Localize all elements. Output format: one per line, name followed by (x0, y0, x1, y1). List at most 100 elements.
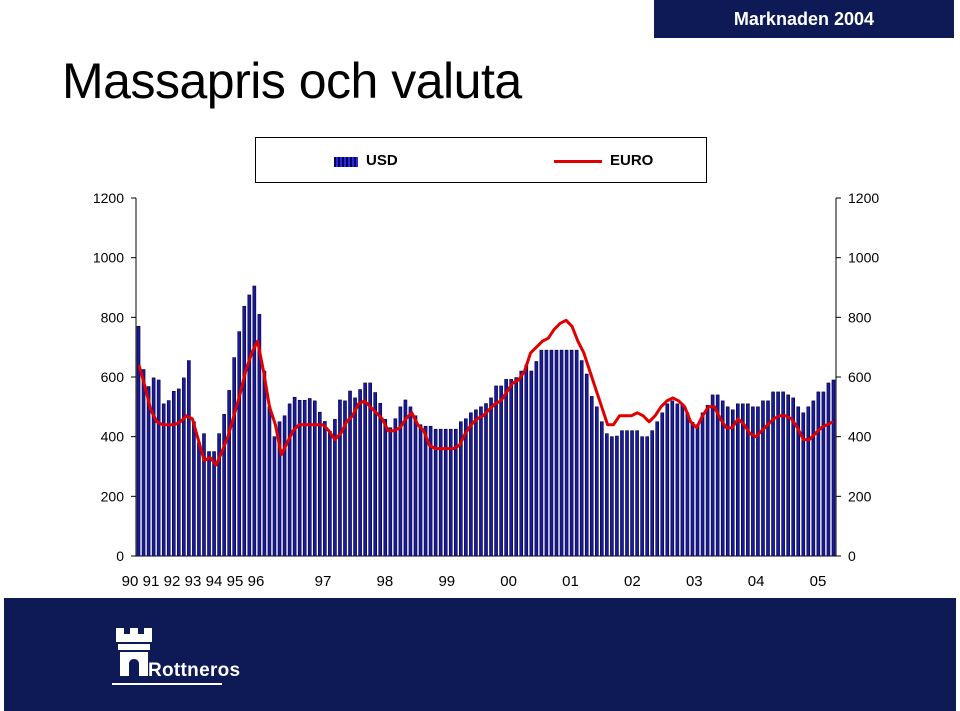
usd-bar (438, 428, 443, 557)
usd-bar (176, 388, 181, 557)
usd-bar (831, 379, 836, 557)
usd-bar (197, 442, 201, 557)
usd-bar (741, 403, 745, 557)
usd-bar (640, 436, 644, 557)
usd-bar (418, 424, 423, 557)
usd-bar (781, 391, 785, 557)
legend-label-usd: USD (366, 152, 398, 169)
x-tick-label: 04 (748, 573, 765, 590)
usd-bar (227, 390, 231, 557)
usd-bar (514, 377, 519, 557)
usd-bar (579, 360, 584, 557)
usd-bar (605, 433, 609, 557)
usd-bar (398, 406, 403, 557)
usd-bar (217, 433, 221, 557)
x-tick-label: 05 (810, 573, 827, 590)
rottneros-logo-icon (116, 628, 152, 676)
x-tick-label: 96 (248, 573, 265, 590)
usd-bar (630, 430, 634, 557)
usd-bar (222, 413, 226, 557)
logo-underline (112, 683, 222, 685)
usd-bar (474, 409, 478, 557)
usd-bar (323, 421, 327, 557)
usd-bar (549, 349, 554, 557)
usd-bar (569, 349, 574, 557)
usd-bar (287, 403, 292, 557)
usd-bar (761, 400, 765, 557)
usd-bar (182, 377, 186, 557)
usd-bar (816, 391, 821, 557)
usd-bar (161, 403, 166, 557)
usd-bar (660, 412, 665, 557)
usd-bar (665, 403, 670, 557)
usd-bar (615, 435, 619, 557)
usd-bar (821, 391, 826, 557)
usd-bar (403, 399, 408, 557)
usd-bar (559, 349, 564, 557)
usd-bar (423, 425, 428, 557)
y-tick-label-left: 0 (116, 548, 124, 564)
usd-bar (589, 396, 594, 557)
usd-bar (136, 325, 141, 557)
legend-swatch-usd (334, 157, 358, 167)
usd-bar (338, 399, 342, 557)
usd-bar (600, 421, 604, 557)
x-tick-label: 92 (164, 573, 181, 590)
usd-bar (504, 379, 508, 557)
usd-bar (756, 406, 760, 557)
y-tick-label-left: 1200 (93, 190, 124, 206)
legend-label-euro: EURO (610, 152, 654, 169)
usd-bar (277, 421, 282, 557)
y-tick-label-right: 200 (848, 488, 872, 504)
usd-bar (685, 412, 690, 557)
usd-bar (393, 418, 398, 557)
usd-bar (725, 406, 730, 557)
usd-bar (448, 428, 453, 557)
x-tick-label: 02 (624, 573, 641, 590)
usd-bar (413, 415, 418, 557)
x-tick-label: 91 (143, 573, 160, 590)
usd-bar (700, 412, 705, 557)
usd-bar (655, 421, 660, 557)
usd-bar (675, 403, 680, 557)
usd-bar (428, 425, 433, 557)
usd-bar (237, 331, 242, 557)
usd-bar (464, 418, 468, 557)
usd-bar (343, 400, 347, 557)
usd-bar (328, 430, 332, 557)
header-badge: Marknaden 2004 (654, 0, 954, 38)
usd-bar (484, 403, 488, 557)
y-tick-label-left: 200 (101, 488, 125, 504)
y-tick-label-right: 1200 (848, 190, 879, 206)
usd-bar (378, 402, 383, 557)
usd-bar (529, 370, 534, 557)
usd-bar (524, 364, 529, 557)
x-tick-label: 94 (206, 573, 223, 590)
usd-bar (539, 349, 544, 557)
usd-bar (151, 377, 156, 557)
usd-bar (469, 412, 473, 557)
x-tick-label: 99 (438, 573, 455, 590)
usd-bar (826, 382, 831, 557)
usd-bar (494, 385, 498, 557)
usd-bar (766, 400, 770, 557)
usd-bar (801, 412, 806, 557)
usd-bar (459, 421, 463, 557)
x-tick-label: 98 (377, 573, 394, 590)
usd-bar (509, 379, 513, 557)
usd-bar (212, 451, 216, 557)
x-tick-label: 95 (227, 573, 244, 590)
usd-bar (564, 349, 569, 557)
y-tick-label-left: 400 (101, 429, 125, 445)
usd-bar (262, 370, 267, 557)
usd-bar (297, 399, 302, 557)
usd-bar (650, 430, 654, 557)
usd-bar (735, 403, 740, 557)
usd-bar (670, 400, 675, 557)
usd-bar (368, 382, 372, 557)
usd-bar (751, 406, 755, 557)
usd-bar (791, 397, 795, 557)
x-tick-label: 93 (185, 573, 202, 590)
y-tick-label-right: 1000 (848, 250, 879, 266)
